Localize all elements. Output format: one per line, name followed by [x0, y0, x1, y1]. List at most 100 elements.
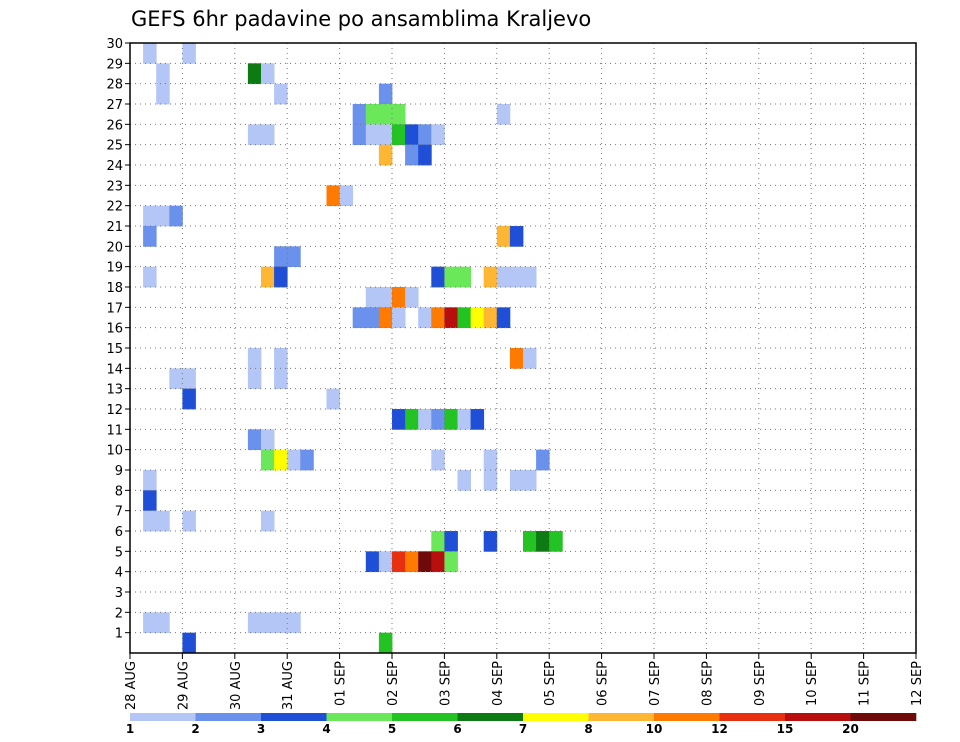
heatmap-cell — [392, 409, 406, 430]
y-tick-label: 6 — [115, 525, 123, 540]
y-tick-label: 7 — [115, 505, 123, 520]
heatmap-cell — [431, 531, 445, 552]
heatmap-cell — [326, 185, 340, 207]
y-axis: 1234567891011121314151617181920212223242… — [106, 37, 130, 642]
heatmap-cell — [431, 449, 445, 471]
heatmap-cell — [169, 205, 183, 227]
colorbar-label: 2 — [191, 722, 199, 736]
y-tick-label: 12 — [106, 403, 123, 418]
heatmap-cell — [182, 510, 196, 532]
heatmap-cell — [182, 388, 196, 410]
heatmap-cell — [378, 124, 393, 146]
heatmap-cell — [287, 612, 301, 634]
heatmap-cell — [326, 388, 340, 410]
y-tick-label: 9 — [115, 464, 123, 479]
heatmap-cell — [405, 409, 419, 430]
colorbar-label: 10 — [646, 722, 663, 736]
colorbar-segment — [130, 713, 196, 721]
x-axis: 28 AUG 29 AUG 30 AUG 31 AUG 01 SEP 02 SEP 03 S… — [124, 653, 925, 710]
heatmap-cell — [509, 470, 524, 491]
heatmap-cell — [156, 63, 170, 85]
y-tick-label: 26 — [106, 118, 123, 133]
colorbar-label: 6 — [453, 722, 461, 736]
colorbar-segment — [850, 713, 917, 721]
heatmap-cell — [470, 409, 485, 430]
heatmap-cell — [523, 266, 537, 288]
y-tick-label: 30 — [106, 37, 123, 52]
heatmap-cell — [392, 307, 406, 329]
heatmap-cell — [470, 307, 485, 329]
colorbar-segment — [719, 713, 786, 721]
heatmap-cell — [483, 449, 498, 471]
x-tick-label: 04 SEP — [491, 661, 506, 706]
heatmap-cell — [143, 226, 157, 247]
y-tick-label: 29 — [106, 57, 123, 72]
heatmap-cell — [378, 632, 393, 654]
colorbar-label: 20 — [842, 722, 859, 736]
heatmap-cell — [418, 124, 432, 146]
colorbar-label: 8 — [584, 722, 592, 736]
heatmap-cell — [444, 409, 458, 430]
x-tick-label: 10 SEP — [805, 661, 820, 706]
heatmap-cell — [483, 266, 498, 288]
heatmap-cell — [274, 246, 288, 268]
y-tick-label: 2 — [115, 606, 123, 621]
heatmap-cell — [523, 531, 537, 552]
colorbar-segment — [785, 713, 851, 721]
colorbar: 1 2 3 4 5 6 7 8 10 12 15 20 — [126, 713, 917, 736]
y-tick-label: 8 — [115, 484, 123, 499]
heatmap-cell — [418, 551, 432, 573]
heatmap-cell — [431, 124, 445, 146]
heatmap-cell — [509, 266, 524, 288]
heatmap-cell — [523, 348, 537, 369]
x-tick-label: 02 SEP — [386, 661, 401, 706]
chart-title: GEFS 6hr padavine po ansamblima Kraljevo — [131, 7, 591, 31]
heatmap-cell — [247, 368, 262, 390]
heatmap-cell — [287, 246, 301, 268]
heatmap-cell — [156, 205, 170, 227]
heatmap-cell — [378, 144, 393, 166]
heatmap-cell — [457, 307, 471, 329]
y-tick-label: 28 — [106, 78, 123, 93]
heatmap-cell — [274, 612, 288, 634]
heatmap-cell — [431, 307, 445, 329]
heatmap-cell — [378, 104, 393, 125]
colorbar-label: 1 — [126, 722, 134, 736]
y-tick-label: 17 — [106, 301, 123, 316]
heatmap-cell — [169, 368, 183, 390]
x-tick-label: 09 SEP — [753, 661, 768, 706]
heatmap-cell — [261, 429, 275, 451]
heatmap-cell — [392, 287, 406, 308]
heatmap-cell — [509, 348, 524, 369]
heatmap-cell — [431, 551, 445, 573]
heatmap-cell — [418, 307, 432, 329]
y-tick-label: 5 — [115, 545, 123, 560]
heatmap-cell — [365, 551, 380, 573]
x-tick-label: 05 SEP — [543, 661, 558, 706]
heatmap-cell — [509, 226, 524, 247]
heatmap-cell — [444, 551, 458, 573]
colorbar-label: 5 — [388, 722, 396, 736]
heatmap-cell — [352, 307, 367, 329]
heatmap-cell — [483, 307, 498, 329]
heatmap-cell — [392, 551, 406, 573]
heatmap-cell — [143, 470, 157, 491]
colorbar-segment — [261, 713, 327, 721]
heatmap-cell — [549, 531, 563, 552]
heatmap-cell — [143, 205, 157, 227]
heatmap-cell — [247, 63, 262, 85]
y-tick-label: 22 — [106, 200, 123, 215]
heatmap-cell — [365, 307, 380, 329]
grid-lines — [130, 43, 916, 653]
y-tick-label: 3 — [115, 586, 123, 601]
heatmap-cell — [365, 287, 380, 308]
heatmap-cell — [418, 409, 432, 430]
heatmap-cell — [536, 531, 550, 552]
heatmap-cell — [143, 612, 157, 634]
heatmap-cell — [261, 449, 275, 471]
heatmap-cell — [339, 185, 354, 207]
heatmap-cell — [247, 429, 262, 451]
heatmap-cell — [378, 307, 393, 329]
x-tick-label: 11 SEP — [858, 661, 873, 706]
y-tick-label: 10 — [106, 444, 123, 459]
